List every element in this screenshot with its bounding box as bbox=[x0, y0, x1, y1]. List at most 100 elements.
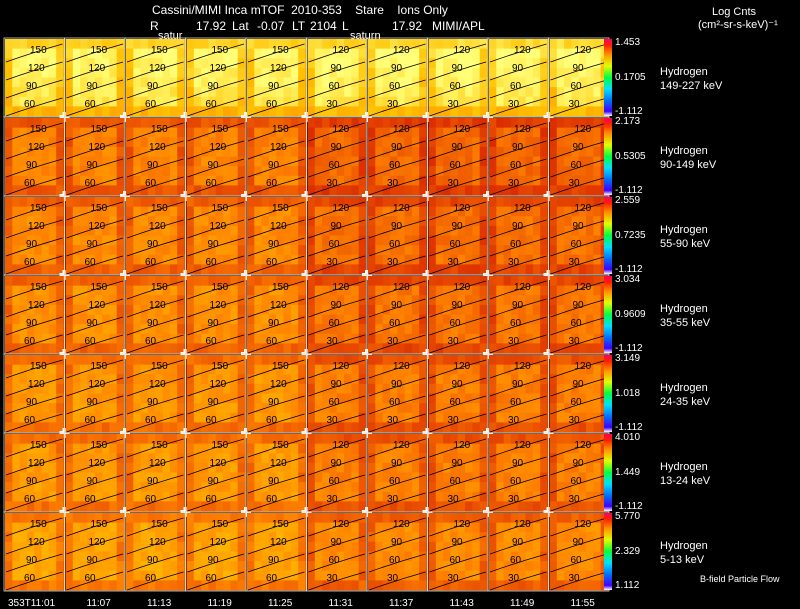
heatmap-cell bbox=[397, 106, 405, 117]
heatmap-cell bbox=[298, 434, 306, 445]
heatmap-cell bbox=[254, 364, 263, 375]
heatmap-cell bbox=[254, 522, 263, 533]
heatmap-cell bbox=[518, 235, 526, 246]
heatmap-cell bbox=[540, 453, 548, 464]
heatmap-cell bbox=[404, 118, 413, 129]
contour-label: 60 bbox=[84, 99, 96, 110]
heatmap-cell bbox=[518, 434, 526, 445]
heatmap-cell bbox=[201, 501, 209, 512]
heatmap-cell bbox=[41, 118, 50, 129]
heatmap-cell bbox=[503, 355, 512, 366]
heatmap-cell bbox=[41, 185, 50, 196]
heatmap-cell bbox=[336, 39, 345, 50]
heatmap-cell bbox=[116, 513, 125, 524]
heatmap-cell bbox=[336, 403, 345, 414]
heatmap-cell bbox=[540, 216, 548, 227]
heatmap-cell bbox=[102, 264, 110, 275]
heatmap-cell bbox=[72, 434, 81, 445]
heatmap-cell bbox=[223, 472, 231, 483]
heatmap-cell bbox=[382, 453, 391, 464]
heatmap-cell bbox=[223, 58, 231, 69]
heatmap-cell bbox=[307, 166, 316, 177]
heatmap-cell bbox=[230, 295, 239, 306]
heatmap-cell bbox=[162, 235, 171, 246]
field-contour bbox=[5, 201, 63, 221]
heatmap-cell bbox=[450, 462, 459, 473]
heatmap-cell bbox=[276, 482, 284, 493]
heatmap-cell bbox=[457, 118, 466, 129]
heatmap-cell bbox=[155, 245, 163, 256]
heatmap-cell bbox=[428, 501, 437, 512]
heatmap-cell bbox=[503, 434, 512, 445]
heatmap-cell bbox=[162, 472, 171, 483]
heatmap-cell bbox=[109, 67, 118, 78]
heatmap-cell bbox=[382, 422, 391, 433]
heatmap-cell bbox=[283, 422, 292, 433]
heatmap-cell bbox=[298, 393, 306, 404]
heatmap-cell bbox=[479, 175, 488, 186]
heatmap-cell bbox=[397, 254, 405, 265]
field-contour bbox=[66, 517, 124, 537]
heatmap-cell bbox=[109, 285, 118, 296]
heatmap-cell bbox=[140, 118, 149, 129]
heatmap-cell bbox=[5, 96, 13, 107]
heatmap-cell bbox=[162, 462, 171, 473]
heatmap-cell bbox=[532, 324, 541, 335]
heatmap-cell bbox=[268, 462, 277, 473]
heatmap-cell bbox=[556, 522, 565, 533]
heatmap-cell bbox=[556, 443, 565, 454]
field-contour bbox=[247, 553, 305, 573]
heatmap-cell bbox=[116, 333, 125, 344]
heatmap-cell bbox=[41, 522, 50, 533]
heatmap-cell bbox=[155, 333, 163, 344]
heatmap-cell bbox=[586, 175, 594, 186]
heatmap-cell bbox=[5, 532, 13, 543]
heatmap-cell bbox=[254, 58, 263, 69]
heatmap-cell bbox=[443, 96, 451, 107]
heatmap-panel bbox=[186, 355, 246, 433]
heatmap-cell bbox=[72, 343, 81, 354]
heatmap-cell bbox=[368, 127, 376, 138]
heatmap-cell bbox=[368, 118, 376, 129]
heatmap-cell bbox=[223, 254, 231, 265]
heatmap-cell bbox=[126, 39, 134, 50]
heatmap-cell bbox=[322, 501, 330, 512]
heatmap-cell bbox=[314, 295, 323, 306]
heatmap-cell bbox=[109, 58, 118, 69]
heatmap-cell bbox=[564, 285, 572, 296]
heatmap-cell bbox=[298, 225, 306, 236]
heatmap-cell bbox=[419, 364, 427, 375]
heatmap-cell bbox=[290, 522, 299, 533]
heatmap-cell bbox=[411, 532, 420, 543]
heatmap-cell bbox=[215, 254, 224, 265]
heatmap-cell bbox=[307, 333, 316, 344]
heatmap-cell bbox=[276, 254, 284, 265]
heatmap-cell bbox=[540, 513, 548, 524]
heatmap-cell bbox=[48, 532, 57, 543]
heatmap-cell bbox=[223, 137, 231, 148]
heatmap-cell bbox=[133, 166, 142, 177]
heatmap-cell bbox=[162, 216, 171, 227]
heatmap-cell bbox=[404, 264, 413, 275]
heatmap-cell bbox=[578, 87, 587, 98]
heatmap-cell bbox=[140, 285, 149, 296]
heatmap-cell bbox=[26, 197, 35, 208]
heatmap-cell bbox=[344, 551, 352, 562]
heatmap-cell bbox=[283, 364, 292, 375]
heatmap-cell bbox=[351, 285, 360, 296]
heatmap-cell bbox=[503, 225, 512, 236]
heatmap-cell bbox=[540, 333, 548, 344]
field-contour bbox=[368, 553, 426, 573]
heatmap-cell bbox=[186, 235, 195, 246]
plot-title: Cassini/MIMI Inca mTOF 2010-353 Stare Io… bbox=[152, 3, 448, 17]
heatmap-cell bbox=[479, 235, 488, 246]
heatmap-cell bbox=[411, 561, 420, 572]
heatmap-panel bbox=[247, 118, 306, 196]
heatmap-cell bbox=[109, 570, 118, 581]
heatmap-cell bbox=[116, 570, 125, 581]
heatmap-cell bbox=[450, 216, 459, 227]
heatmap-cell bbox=[169, 383, 178, 394]
heatmap-cell bbox=[87, 491, 96, 502]
heatmap-cell bbox=[336, 146, 345, 157]
heatmap-cell bbox=[290, 216, 299, 227]
